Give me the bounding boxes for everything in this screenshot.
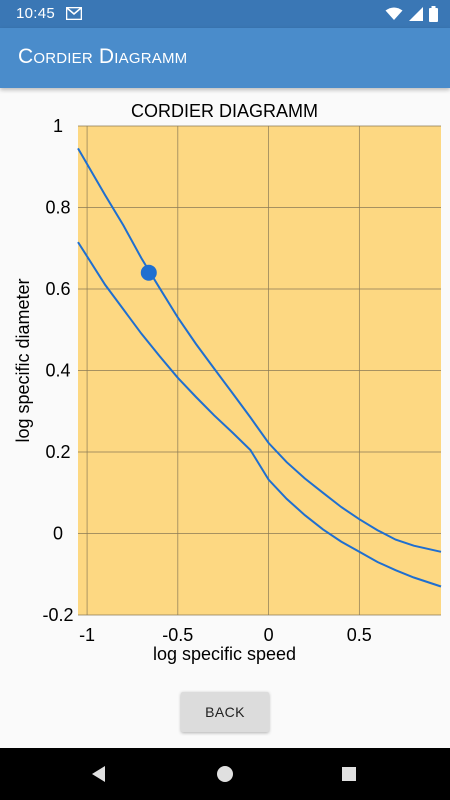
- y-tick-label: -0.2: [42, 605, 73, 625]
- x-tick-label: 0.5: [347, 625, 372, 645]
- status-icons: [385, 6, 438, 22]
- app-title: Cordier Diagramm: [18, 45, 188, 68]
- chart-title: CORDIER DIAGRAMM: [131, 101, 318, 121]
- battery-icon: [429, 6, 438, 22]
- status-bar: 10:45: [0, 0, 450, 28]
- series-line-2: [77, 241, 442, 588]
- x-axis-label: log specific speed: [153, 644, 296, 664]
- signal-icon: [409, 7, 423, 21]
- y-tick-label: 0.6: [45, 279, 70, 299]
- nav-recents-button[interactable]: [319, 748, 379, 800]
- back-icon: [92, 766, 105, 782]
- operating-point: [140, 264, 157, 281]
- y-tick-label: 0.2: [45, 442, 70, 462]
- app-bar: Cordier Diagramm: [0, 28, 450, 88]
- y-tick-label: 0: [53, 524, 63, 544]
- back-button[interactable]: BACK: [181, 692, 269, 732]
- cordier-chart: CORDIER DIAGRAMM 1 0.8 0.6 0.4 0.2 0 -0.2 -1 -0.5…: [13, 101, 442, 664]
- recents-icon: [342, 767, 356, 781]
- wifi-icon: [385, 7, 403, 20]
- y-tick-label: 1: [53, 116, 63, 136]
- nav-back-button[interactable]: [69, 748, 129, 800]
- home-icon: [217, 766, 233, 782]
- x-tick-label: -0.5: [162, 625, 193, 645]
- y-tick-label: 0.4: [45, 361, 70, 381]
- y-tick-label: 0.8: [45, 198, 70, 218]
- status-time: 10:45: [16, 5, 56, 22]
- y-axis-label: log specific diameter: [13, 278, 33, 442]
- series-line-1: [77, 147, 442, 553]
- x-tick-label: -1: [79, 625, 95, 645]
- x-tick-label: 0: [264, 625, 274, 645]
- navigation-bar: [0, 748, 450, 800]
- nav-home-button[interactable]: [195, 748, 255, 800]
- mail-icon: [66, 7, 82, 20]
